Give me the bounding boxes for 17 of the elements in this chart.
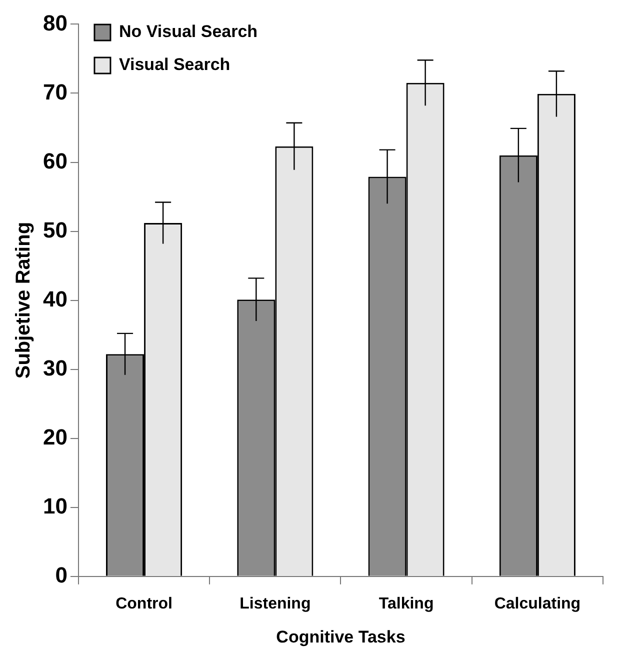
x-tick-label: Talking xyxy=(378,595,434,612)
y-tick-label: 80 xyxy=(42,10,68,36)
y-tick-label: 70 xyxy=(42,79,68,104)
legend-label: Visual Search xyxy=(118,55,230,74)
y-tick-label: 10 xyxy=(42,493,68,518)
y-tick-label: 30 xyxy=(42,355,68,380)
x-axis-title: Cognitive Tasks xyxy=(276,627,406,646)
y-tick-label: 50 xyxy=(42,217,68,242)
y-tick-label: 20 xyxy=(42,424,68,450)
y-tick-label: 40 xyxy=(42,286,68,312)
y-tick-label: 60 xyxy=(42,148,68,174)
y-tick-label: 0 xyxy=(55,562,68,588)
x-tick-label: Listening xyxy=(240,595,311,612)
legend-label: No Visual Search xyxy=(118,22,258,42)
x-tick-label: Calculating xyxy=(494,595,581,612)
x-tick-label: Control xyxy=(116,595,172,612)
y-axis-title: Subjetive Rating xyxy=(12,222,35,379)
